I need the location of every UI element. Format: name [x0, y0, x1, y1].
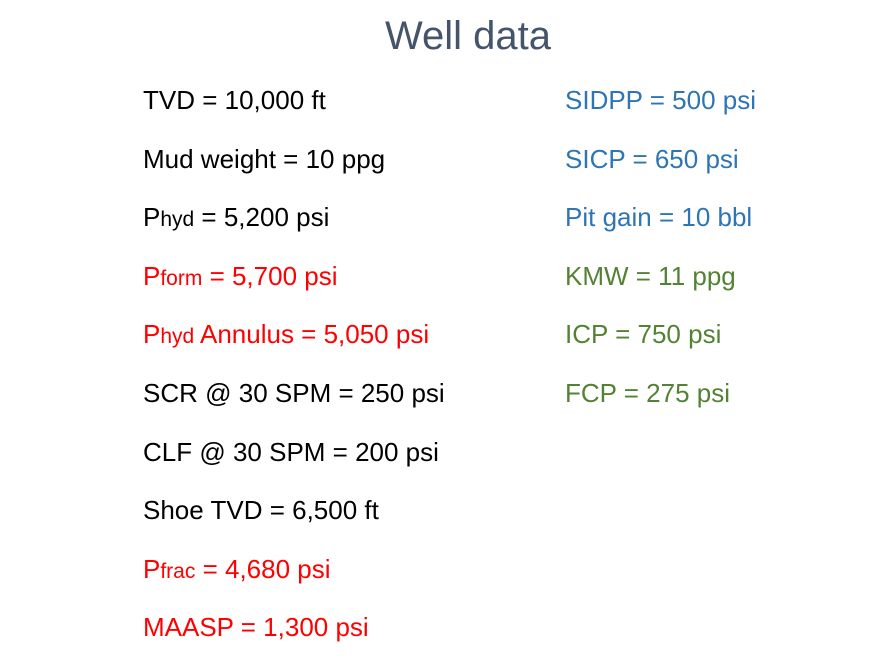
scr-line: SCR @ 30 SPM = 250 psi — [143, 375, 445, 434]
icp-line: ICP = 750 psi — [565, 319, 722, 350]
phyd-annulus-sub: hyd — [160, 325, 195, 349]
scr-text: SCR @ 30 SPM = 250 psi — [143, 377, 445, 408]
phyd-annulus-prefix: P — [143, 319, 161, 350]
clf-text: CLF @ 30 SPM = 200 psi — [143, 436, 439, 467]
pfrac-text: = 4,680 psi — [195, 553, 331, 584]
mud-weight-text: Mud weight = 10 ppg — [143, 143, 386, 174]
pform-text: = 5,700 psi — [202, 260, 338, 291]
phyd-annulus-line: Phyd Annulus = 5,050 psi — [143, 316, 445, 375]
sidpp-line: SIDPP = 500 psi — [565, 85, 757, 115]
tvd-line: TVD = 10,000 ft — [143, 82, 445, 141]
maasp-line: MAASP = 1,300 psi — [143, 609, 445, 668]
kmw-line: KMW = 11 ppg — [565, 260, 736, 291]
mud-weight-line: Mud weight = 10 ppg — [143, 141, 445, 200]
phyd-line: Phyd = 5,200 psi — [143, 199, 445, 258]
shoe-tvd-line: Shoe TVD = 6,500 ft — [143, 492, 445, 551]
sicp-line: SICP = 650 psi — [565, 143, 739, 174]
phyd-text: = 5,200 psi — [194, 202, 330, 233]
pform-sub: form — [160, 266, 203, 290]
fcp-line: FCP = 275 psi — [565, 377, 731, 408]
slide-title: Well data — [384, 14, 551, 58]
tvd-text: TVD = 10,000 ft — [143, 85, 326, 115]
phyd-prefix: P — [143, 202, 161, 233]
clf-line: CLF @ 30 SPM = 200 psi — [143, 434, 445, 493]
left-column: TVD = 10,000 ft Mud weight = 10 ppg Phyd… — [143, 82, 445, 668]
pform-prefix: P — [143, 260, 161, 291]
pit-gain-line: Pit gain = 10 bbl — [565, 202, 753, 233]
pfrac-sub: frac — [160, 559, 196, 583]
pfrac-line: Pfrac = 4,680 psi — [143, 551, 445, 610]
shoe-tvd-text: Shoe TVD = 6,500 ft — [143, 495, 379, 526]
phyd-annulus-text: Annulus = 5,050 psi — [194, 319, 430, 350]
pfrac-prefix: P — [143, 553, 161, 584]
phyd-sub: hyd — [160, 208, 195, 232]
right-column: SIDPP = 500 psi SICP = 650 psi Pit gain … — [565, 82, 756, 434]
pform-line: Pform = 5,700 psi — [143, 258, 445, 317]
maasp-text: MAASP = 1,300 psi — [143, 612, 369, 643]
